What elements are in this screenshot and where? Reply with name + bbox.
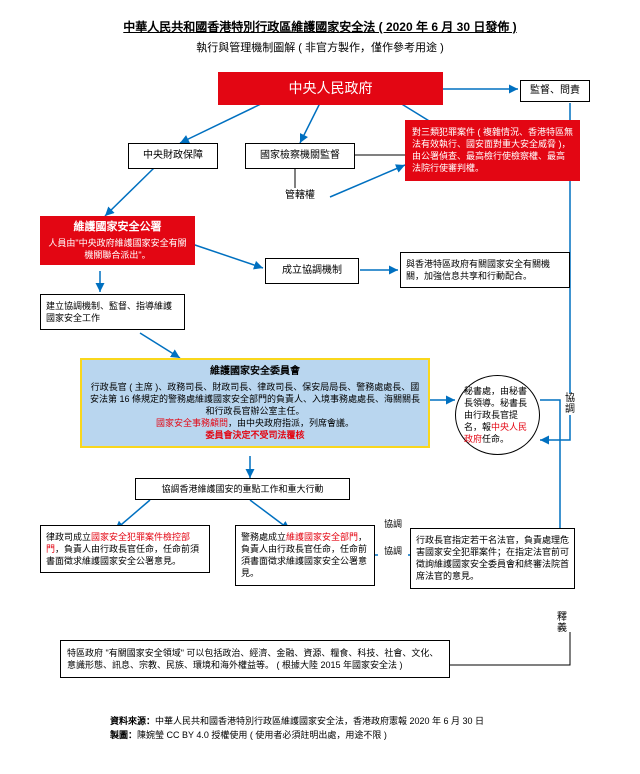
police-red: 維護國家安全部門 bbox=[286, 532, 358, 542]
committee-advisor-red: 國家安全事務顧問 bbox=[156, 418, 228, 428]
page-subtitle: 執行與管理機制圖解 ( 非官方製作，僅作參考用途 ) bbox=[0, 39, 640, 55]
footer: 資料來源：中華人民共和國香港特別行政區維護國家安全法，香港政府憲報 2020 年… bbox=[110, 715, 610, 742]
committee-title: 維護國家安全委員會 bbox=[90, 365, 420, 379]
node-establish-coord: 成立協調機制 bbox=[265, 258, 359, 284]
page-title: 中華人民共和國香港特別行政區維護國家安全法 ( 2020 年 6 月 30 日發… bbox=[0, 18, 640, 35]
committee-advisor: 國家安全事務顧問，由中央政府指派，列席會議。 bbox=[90, 417, 420, 429]
node-build-coord: 建立協調機制、監督、指導維護國家安全工作 bbox=[40, 294, 185, 330]
footer-author: 製圖：陳婉瑩 CC BY 4.0 授權使用 ( 使用者必須註明出處，用途不限 ) bbox=[110, 729, 610, 743]
node-share-info: 與香港特區政府有關國家安全有關機關，加強信息共享和行動配合。 bbox=[400, 252, 570, 288]
committee-body: 行政長官 ( 主席 )、政務司長、財政司長、律政司長、保安局局長、警務處處長、國… bbox=[90, 381, 420, 417]
source-label: 資料來源： bbox=[110, 716, 155, 726]
node-committee: 維護國家安全委員會 行政長官 ( 主席 )、政務司長、財政司長、律政司長、保安局… bbox=[80, 358, 430, 448]
footer-source: 資料來源：中華人民共和國香港特別行政區維護國家安全法，香港政府憲報 2020 年… bbox=[110, 715, 610, 729]
node-police: 警務處成立維護國家安全部門，負責人由行政長官任命，任命前須書面徵求維護國家安全公… bbox=[235, 525, 375, 586]
security-office-title: 維護國家安全公署 bbox=[45, 220, 190, 235]
node-domains: 特區政府 "有關國家安全領域" 可以包括政治、經濟、金融、資源、糧食、科技、社會… bbox=[60, 640, 450, 678]
node-key-work: 協調香港維護國安的重點工作和重大行動 bbox=[135, 478, 350, 500]
label-coord-mid1: 協調 bbox=[378, 518, 408, 530]
diagram-page: { "title_main": "中華人民共和國香港特別行政區維護國家安全法 (… bbox=[0, 0, 640, 774]
node-doj: 律政司成立國家安全犯罪案件檢控部門，負責人由行政長官任命，任命前須書面徵求維護國… bbox=[40, 525, 210, 573]
node-central-gov: 中央人民政府 bbox=[218, 72, 443, 105]
doj-head: 律政司成立 bbox=[46, 532, 91, 542]
node-three-crimes: 對三類犯罪案件 ( 複雜情況、香港特區無法有效執行、國安面對重大安全威脅 )，由… bbox=[405, 120, 580, 181]
security-office-body: 人員由"中央政府維護國家安全有關機關聯合派出"。 bbox=[45, 237, 190, 261]
node-judges: 行政長官指定若干名法官，負責處理危害國家安全犯罪案件；在指定法官前可徵詢維護國家… bbox=[410, 528, 575, 589]
label-interpret: 釋義 bbox=[555, 612, 569, 634]
secretariat-end: 任命。 bbox=[482, 434, 509, 444]
source-text: 中華人民共和國香港特別行政區維護國家安全法，香港政府憲報 2020 年 6 月 … bbox=[155, 716, 484, 726]
node-procuratorate: 國家檢察機關監督 bbox=[245, 143, 355, 169]
node-security-office: 維護國家安全公署 人員由"中央政府維護國家安全有關機關聯合派出"。 bbox=[40, 216, 195, 265]
label-jurisdiction: 管轄權 bbox=[275, 188, 325, 204]
police-head: 警務處成立 bbox=[241, 532, 286, 542]
committee-advisor-rest: ，由中央政府指派，列席會議。 bbox=[228, 418, 354, 428]
doj-rest: ，負責人由行政長官任命，任命前須書面徵求維護國家安全公署意見。 bbox=[46, 544, 199, 566]
node-supervise: 監督、問責 bbox=[520, 80, 590, 102]
author-text: 陳婉瑩 CC BY 4.0 授權使用 ( 使用者必須註明出處，用途不限 ) bbox=[137, 730, 387, 740]
node-finance: 中央財政保障 bbox=[128, 143, 218, 169]
label-coord-right: 協調 bbox=[563, 393, 577, 415]
label-coord-mid2: 協調 bbox=[378, 545, 408, 557]
node-secretariat: 秘書處，由秘書長領導。秘書長由行政長官提名，報中央人民政府任命。 bbox=[455, 375, 540, 455]
committee-final: 委員會決定不受司法覆核 bbox=[90, 429, 420, 441]
author-label: 製圖： bbox=[110, 730, 137, 740]
